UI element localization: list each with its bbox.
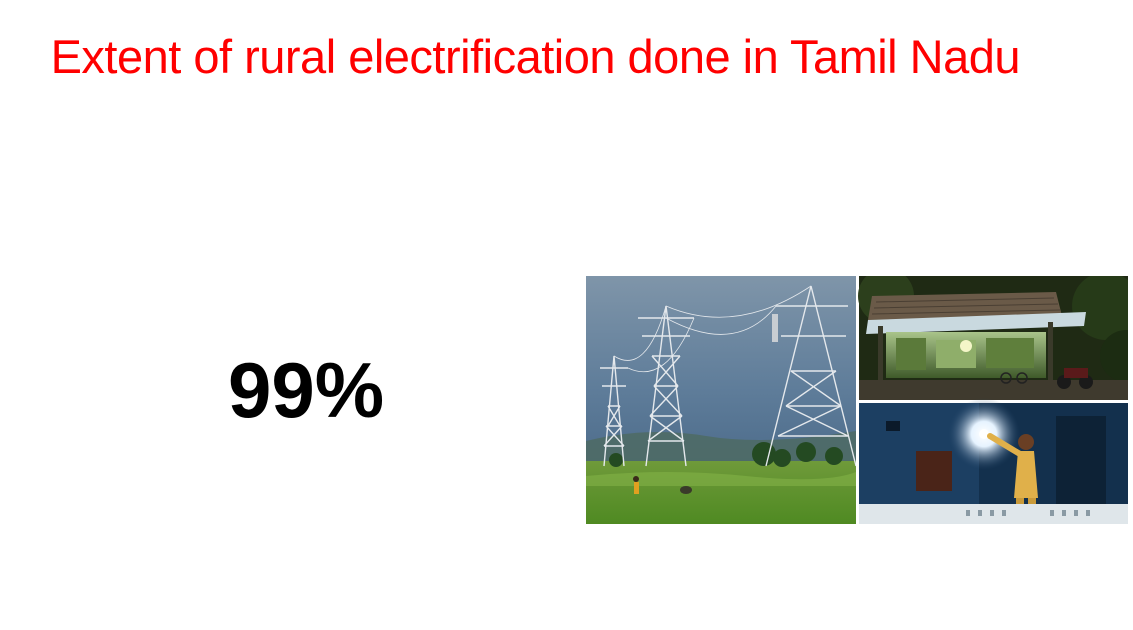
transmission-towers-field-photo — [586, 276, 857, 524]
electrification-percentage: 99% — [228, 346, 385, 434]
lit-village-shop-photo — [858, 276, 1128, 400]
slide-title: Extent of rural electrification done in … — [38, 30, 1021, 83]
photo-collage — [586, 276, 1128, 524]
woman-switching-on-bulb-photo — [859, 398, 1128, 524]
